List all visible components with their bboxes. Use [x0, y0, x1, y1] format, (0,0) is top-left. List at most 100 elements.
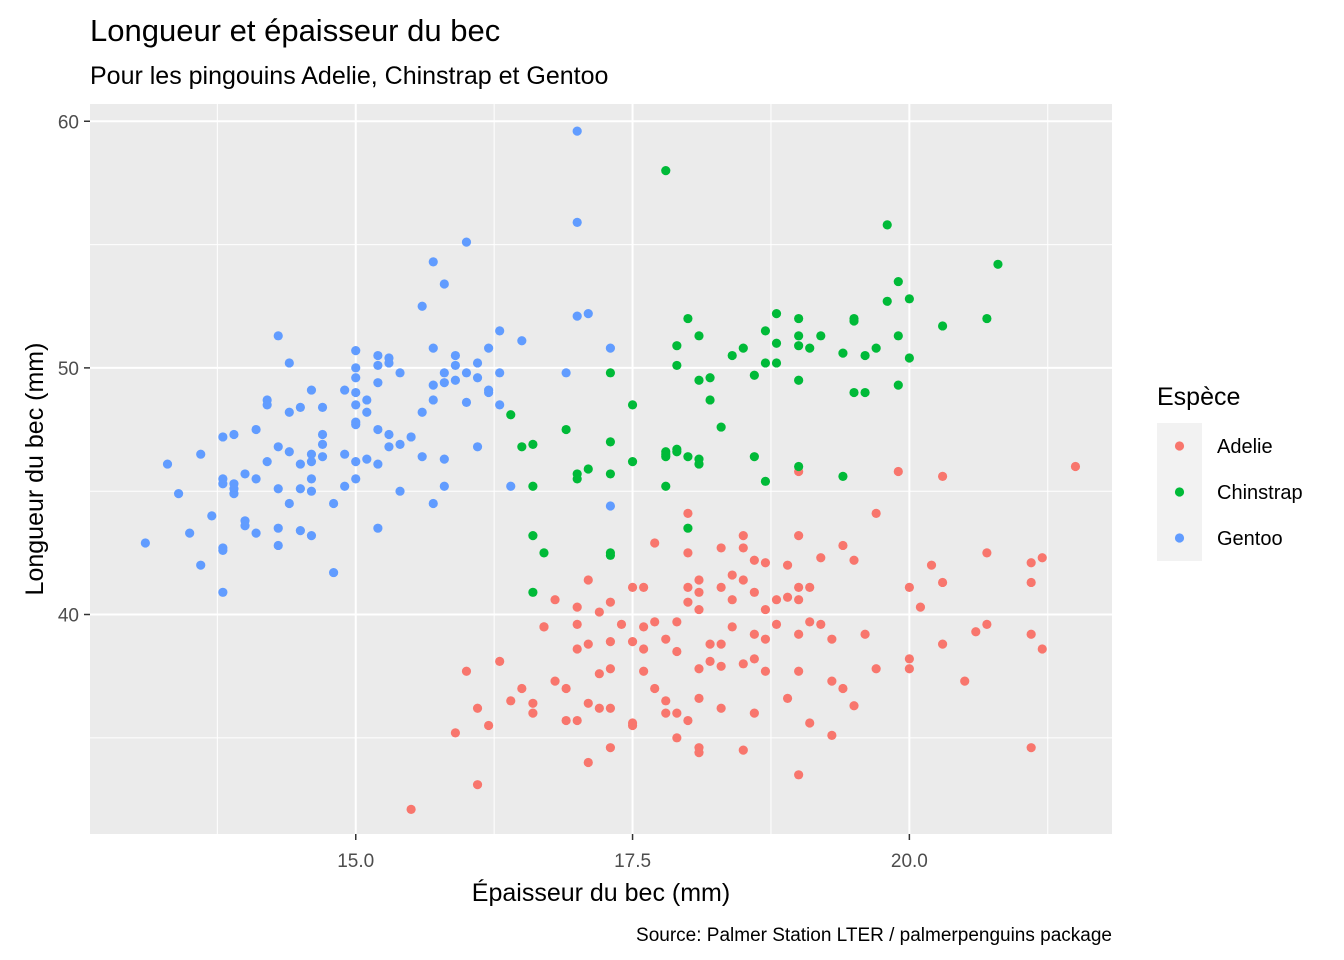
data-point	[1070, 461, 1081, 472]
series-gentoo	[140, 126, 616, 597]
data-point	[528, 587, 538, 597]
data-point	[428, 380, 438, 390]
data-point	[284, 407, 294, 417]
data-point	[439, 481, 449, 491]
data-point	[196, 449, 206, 459]
data-point	[384, 358, 394, 368]
data-point	[406, 432, 416, 442]
y-tick-label: 40	[58, 606, 79, 627]
data-point	[760, 476, 771, 486]
data-point	[749, 654, 759, 664]
x-tick-label: 20.0	[891, 851, 928, 872]
data-point	[251, 474, 261, 484]
data-point	[694, 604, 704, 615]
data-point	[317, 439, 328, 449]
data-point	[904, 294, 914, 304]
data-point	[661, 449, 671, 459]
x-tick-label: 17.5	[614, 851, 651, 872]
data-point	[771, 309, 782, 319]
data-point	[594, 669, 604, 679]
data-point	[749, 629, 759, 639]
data-point	[771, 595, 782, 605]
data-point	[683, 548, 693, 558]
data-point	[572, 619, 582, 629]
data-point	[240, 469, 250, 479]
data-point	[594, 703, 604, 713]
data-point	[816, 553, 826, 563]
data-point	[528, 530, 538, 541]
data-point	[539, 622, 549, 632]
data-point	[672, 733, 682, 743]
data-point	[395, 368, 405, 378]
data-point	[306, 486, 317, 496]
data-point	[871, 664, 881, 674]
data-point	[328, 498, 339, 509]
data-point	[1026, 743, 1036, 753]
data-point	[583, 698, 593, 708]
data-point	[273, 523, 283, 533]
data-point	[439, 368, 449, 378]
data-point	[904, 654, 914, 664]
data-point	[218, 543, 228, 553]
data-point	[284, 498, 294, 509]
data-point	[517, 442, 527, 452]
data-point	[683, 523, 693, 533]
data-point	[351, 373, 361, 383]
data-point	[694, 664, 704, 674]
data-point	[794, 770, 804, 780]
data-point	[727, 570, 737, 580]
data-point	[794, 595, 804, 605]
data-point	[672, 617, 682, 627]
data-point	[428, 343, 438, 353]
data-point	[716, 543, 726, 553]
data-point	[340, 481, 350, 491]
data-point	[240, 516, 250, 526]
data-point	[827, 634, 837, 644]
y-tick-label: 60	[58, 112, 79, 133]
data-point	[827, 676, 837, 686]
data-point	[517, 683, 527, 694]
data-point	[816, 619, 826, 629]
data-point	[373, 378, 383, 388]
data-point	[317, 452, 328, 462]
data-point	[572, 644, 582, 654]
data-point	[926, 560, 937, 570]
y-tick-label: 50	[58, 359, 79, 380]
data-point	[893, 331, 903, 341]
data-point	[273, 484, 283, 494]
data-point	[893, 466, 903, 477]
data-point	[583, 639, 593, 649]
data-point	[683, 508, 693, 518]
data-point	[849, 555, 859, 565]
data-point	[306, 474, 317, 484]
data-point	[306, 530, 317, 541]
data-point	[882, 220, 892, 230]
data-point	[794, 331, 804, 341]
data-point	[218, 587, 228, 597]
data-point	[495, 368, 505, 378]
data-point	[860, 629, 870, 639]
data-point	[716, 639, 726, 649]
data-point	[738, 543, 748, 553]
data-point	[251, 528, 261, 538]
data-point	[495, 400, 505, 410]
data-point	[472, 780, 483, 790]
data-point	[937, 321, 948, 331]
data-point	[583, 575, 593, 585]
data-point	[528, 698, 538, 708]
data-point	[627, 637, 638, 647]
data-point	[749, 708, 759, 718]
data-point	[661, 634, 671, 644]
data-point	[937, 471, 948, 481]
data-point	[273, 540, 283, 551]
data-point	[583, 464, 593, 474]
data-point	[838, 540, 848, 551]
data-point	[705, 373, 715, 383]
data-point	[683, 582, 693, 592]
data-point	[782, 693, 793, 703]
legend: Espèce Adelie Chinstrap Gentoo	[1157, 383, 1303, 561]
data-point	[749, 370, 759, 380]
legend-label-chinstrap: Chinstrap	[1217, 482, 1303, 504]
data-point	[683, 597, 693, 607]
chart-subtitle: Pour les pingouins Adelie, Chinstrap et …	[90, 62, 608, 90]
